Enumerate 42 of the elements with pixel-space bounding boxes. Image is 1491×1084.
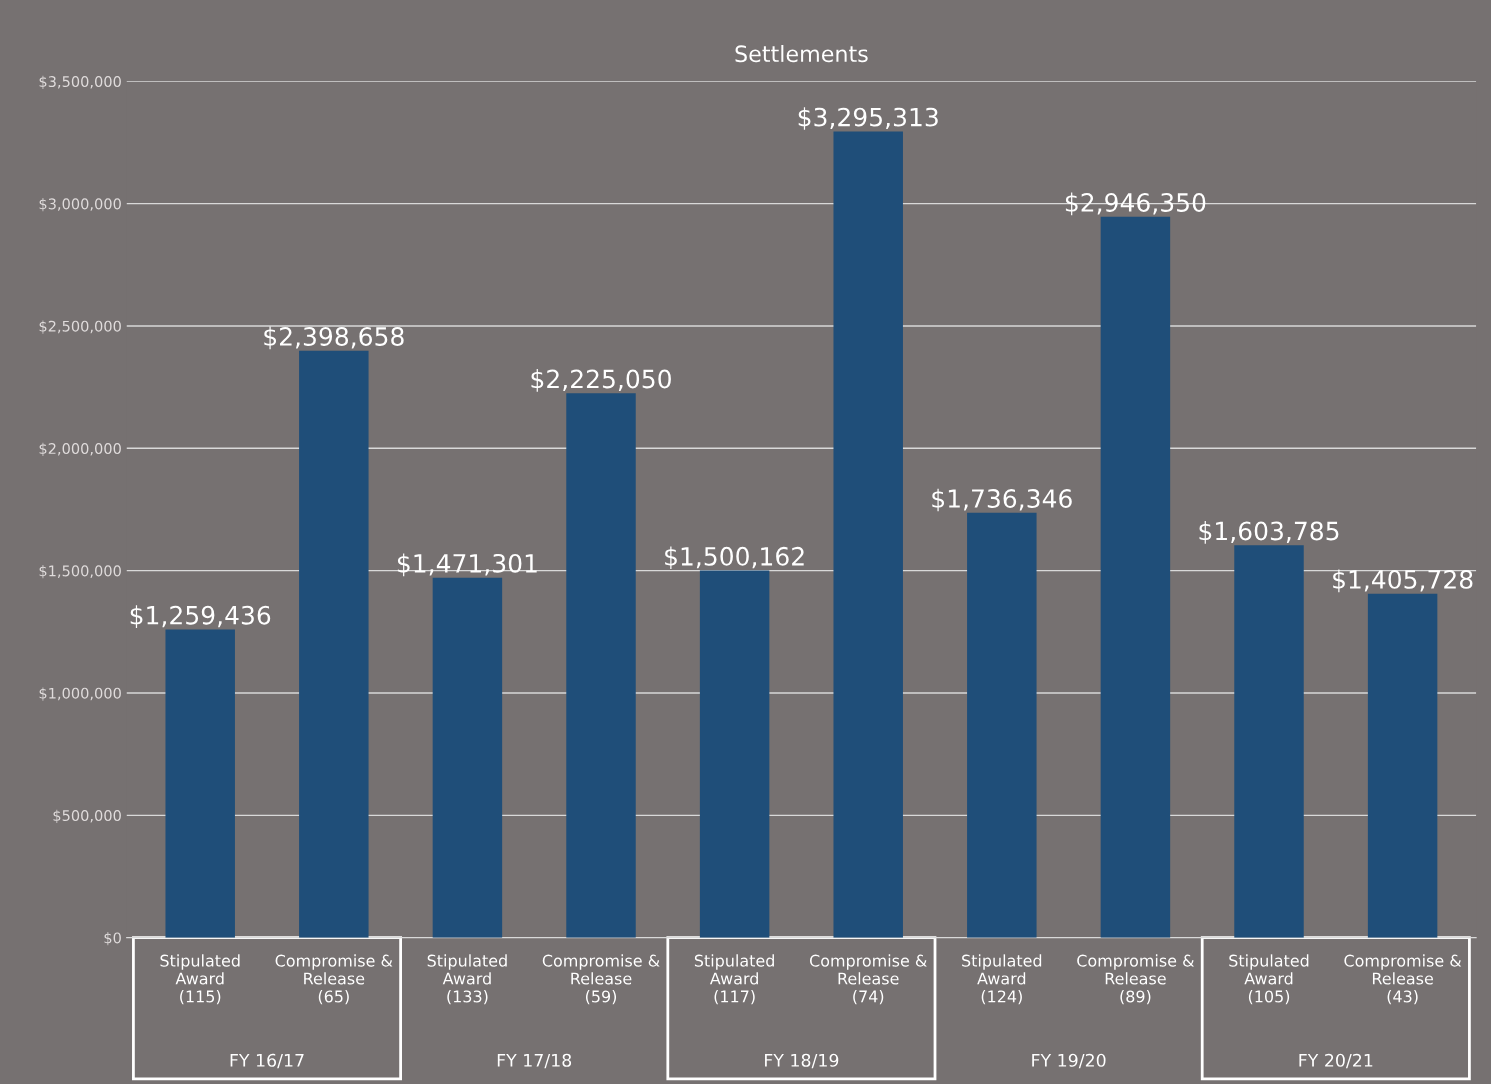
data-label: $2,398,658 [264,326,404,350]
bar [1100,216,1171,938]
data-label: $1,500,162 [665,546,804,570]
x-tick-label: Stipulated Award (133) [427,954,507,1005]
bar [165,629,235,938]
data-label: $2,225,050 [531,369,671,392]
text: FY 17/18 [497,1053,572,1069]
data-label: $1,405,728 [1333,569,1473,593]
x-tick-label: Stipulated Award (117) [694,954,774,1005]
y-tick-label: $1,500,000 [39,565,121,579]
bar [699,570,770,938]
x-tick-label: Compromise & Release (43) [1344,954,1462,1005]
y-tick-label: $3,000,000 [39,198,121,212]
text: FY 19/20 [1032,1053,1106,1069]
bar [833,131,903,938]
y-tick-label: $500,000 [53,809,121,824]
bar [432,577,503,938]
y-tick-label: $0 [104,932,121,946]
bar [299,350,369,938]
y-tick-label: $1,000,000 [39,687,121,701]
y-tick-label: $3,500,000 [39,75,121,89]
data-label: $1,603,785 [1199,521,1339,544]
x-tick-label: Compromise & Release (59) [542,954,660,1005]
data-label: $1,259,436 [130,605,271,628]
y-tick-label: $2,000,000 [39,442,121,456]
bar [1234,545,1304,938]
text: FY 16/17 [230,1053,304,1069]
x-tick-label: Compromise & Release (65) [275,954,393,1005]
bar [566,393,636,938]
data-label: $3,295,313 [798,107,938,130]
y-tick-label: $2,500,000 [39,320,121,334]
chart-title: Settlements [735,44,868,63]
x-tick-label: Stipulated Award (124) [962,954,1042,1005]
text: FY 20/21 [1299,1053,1373,1069]
x-tick-label: Stipulated Award (105) [1229,954,1309,1005]
x-tick-label: Stipulated Award (115) [160,954,240,1005]
data-label: $1,736,346 [932,488,1072,512]
x-tick-label: Compromise & Release (74) [809,954,927,1005]
x-tick-label: Compromise & Release (89) [1077,954,1195,1005]
bar [1367,593,1438,938]
bar [967,512,1037,938]
text: FY 18/19 [765,1053,839,1069]
